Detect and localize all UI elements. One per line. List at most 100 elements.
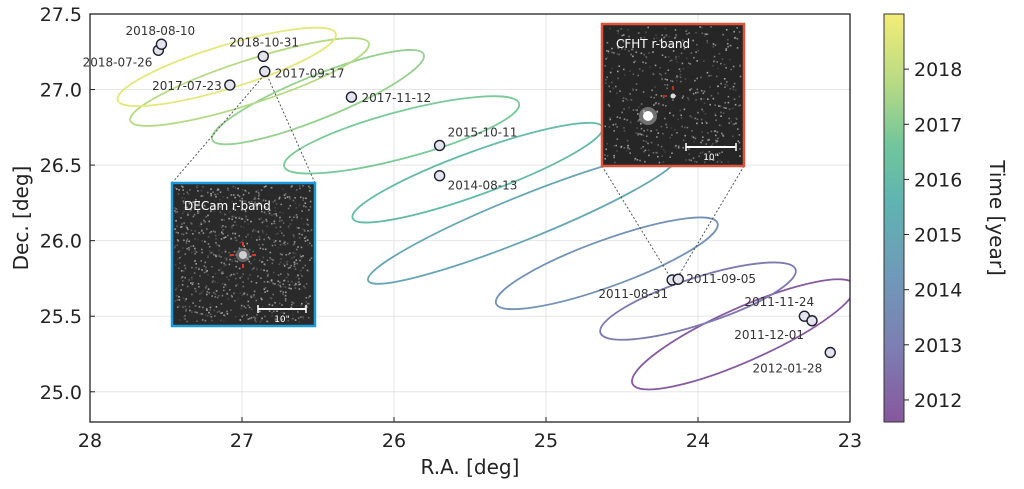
- noise-pixel: [289, 252, 291, 254]
- noise-pixel: [234, 260, 237, 262]
- noise-pixel: [201, 313, 204, 315]
- noise-pixel: [187, 240, 189, 242]
- noise-pixel: [234, 315, 237, 318]
- noise-pixel: [623, 147, 626, 149]
- noise-pixel: [238, 235, 240, 237]
- noise-pixel: [229, 275, 231, 277]
- noise-pixel: [221, 272, 223, 275]
- noise-pixel: [184, 305, 187, 308]
- noise-pixel: [604, 158, 606, 160]
- noise-pixel: [715, 134, 717, 137]
- noise-pixel: [298, 317, 300, 319]
- noise-pixel: [185, 310, 187, 312]
- noise-pixel: [218, 255, 221, 258]
- noise-pixel: [713, 59, 716, 62]
- noise-pixel: [233, 292, 235, 294]
- noise-pixel: [217, 295, 220, 297]
- noise-pixel: [217, 193, 219, 195]
- noise-pixel: [260, 205, 263, 207]
- noise-pixel: [190, 310, 193, 312]
- noise-pixel: [659, 73, 661, 75]
- noise-pixel: [223, 237, 225, 239]
- noise-pixel: [615, 85, 617, 88]
- noise-pixel: [250, 236, 253, 238]
- noise-pixel: [701, 108, 703, 111]
- noise-pixel: [629, 70, 631, 72]
- noise-pixel: [701, 32, 704, 35]
- noise-pixel: [622, 97, 625, 99]
- noise-pixel: [202, 232, 205, 234]
- noise-pixel: [661, 155, 663, 157]
- noise-pixel: [642, 91, 645, 93]
- noise-pixel: [268, 212, 271, 215]
- noise-pixel: [279, 230, 282, 232]
- noise-pixel: [618, 65, 620, 67]
- noise-pixel: [683, 108, 686, 111]
- noise-pixel: [254, 197, 257, 200]
- noise-pixel: [722, 33, 724, 36]
- noise-pixel: [184, 197, 186, 200]
- observation-date-label: 2018-08-10: [125, 24, 195, 38]
- noise-pixel: [209, 306, 212, 309]
- noise-pixel: [710, 144, 713, 147]
- noise-pixel: [231, 200, 233, 203]
- noise-pixel: [234, 299, 236, 302]
- noise-pixel: [247, 233, 249, 236]
- noise-pixel: [241, 197, 243, 200]
- noise-pixel: [248, 260, 251, 263]
- noise-pixel: [194, 247, 196, 250]
- noise-pixel: [277, 284, 280, 286]
- noise-pixel: [694, 137, 697, 140]
- noise-pixel: [206, 270, 208, 272]
- noise-pixel: [253, 202, 256, 205]
- uncertainty-ellipse: [129, 37, 370, 127]
- noise-pixel: [191, 266, 193, 269]
- noise-pixel: [263, 288, 266, 290]
- noise-pixel: [223, 314, 225, 316]
- noise-pixel: [203, 271, 206, 274]
- noise-pixel: [715, 75, 718, 78]
- noise-pixel: [727, 101, 730, 104]
- noise-pixel: [638, 106, 640, 108]
- noise-pixel: [722, 112, 725, 114]
- noise-pixel: [717, 85, 719, 87]
- noise-pixel: [697, 111, 699, 114]
- noise-pixel: [739, 64, 741, 66]
- noise-pixel: [256, 239, 258, 241]
- noise-pixel: [735, 122, 737, 125]
- noise-pixel: [181, 284, 184, 286]
- noise-pixel: [266, 281, 269, 283]
- noise-pixel: [244, 189, 247, 192]
- noise-pixel: [656, 136, 658, 138]
- noise-pixel: [660, 145, 663, 148]
- noise-pixel: [683, 48, 686, 50]
- noise-pixel: [635, 51, 638, 54]
- noise-pixel: [622, 40, 625, 43]
- noise-pixel: [732, 85, 735, 88]
- noise-pixel: [240, 225, 242, 228]
- noise-pixel: [656, 37, 658, 39]
- noise-pixel: [301, 210, 303, 212]
- noise-pixel: [604, 125, 606, 128]
- noise-pixel: [250, 296, 253, 299]
- noise-pixel: [204, 261, 207, 264]
- noise-pixel: [297, 311, 299, 313]
- noise-pixel: [253, 294, 255, 296]
- noise-pixel: [237, 194, 239, 196]
- observation-date-label: 2015-10-11: [448, 125, 518, 139]
- uncertainty-ellipse: [211, 49, 425, 146]
- noise-pixel: [223, 262, 225, 265]
- noise-pixel: [645, 56, 647, 58]
- noise-pixel: [265, 213, 268, 216]
- noise-pixel: [241, 275, 243, 278]
- noise-pixel: [605, 82, 607, 84]
- noise-pixel: [309, 206, 312, 208]
- noise-pixel: [626, 119, 628, 121]
- noise-pixel: [178, 189, 180, 191]
- noise-pixel: [181, 223, 183, 225]
- noise-pixel: [693, 140, 695, 143]
- noise-pixel: [304, 306, 306, 308]
- noise-pixel: [223, 289, 225, 292]
- noise-pixel: [632, 73, 635, 76]
- noise-pixel: [298, 277, 300, 280]
